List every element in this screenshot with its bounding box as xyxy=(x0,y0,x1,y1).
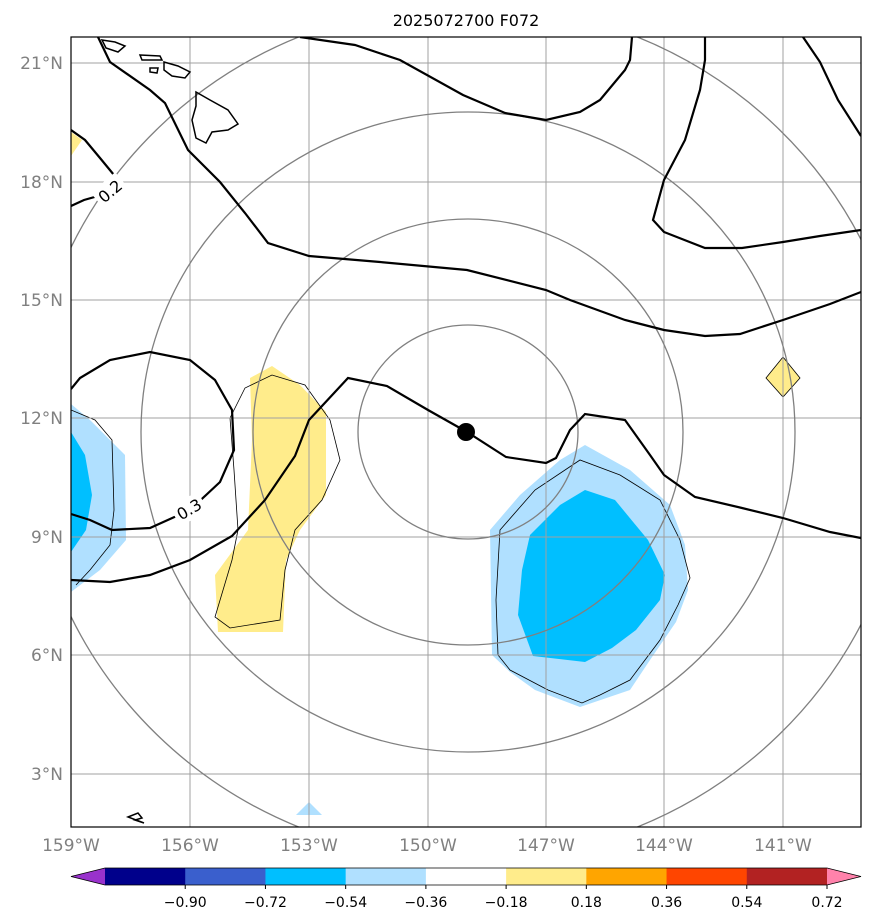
lon-label: 153°W xyxy=(280,836,338,856)
ring-2 xyxy=(252,218,684,646)
fill-blue-west xyxy=(71,432,92,552)
latitude-labels: 21°N 18°N 15°N 12°N 9°N 6°N 3°N xyxy=(20,54,63,785)
longitude-labels: 159°W 156°W 153°W 150°W 147°W 144°W 141°… xyxy=(42,836,812,856)
colorbar-tick-label: 0.36 xyxy=(651,895,682,911)
colorbar-tick-label: −0.90 xyxy=(164,895,207,911)
colorbar-tick-label: 0.72 xyxy=(811,895,842,911)
lat-label: 18°N xyxy=(20,173,63,193)
colorbar-tick-label: −0.72 xyxy=(244,895,287,911)
anomaly-outlines xyxy=(71,356,801,704)
island-oahu xyxy=(100,39,127,53)
colorbar-segment xyxy=(666,868,748,885)
ring-3 xyxy=(140,111,796,753)
lat-label: 12°N xyxy=(20,409,63,429)
graticule xyxy=(71,37,861,827)
contour-top xyxy=(299,37,634,122)
colorbar-segment xyxy=(105,868,186,885)
lat-label: 15°N xyxy=(20,291,63,311)
map-title: 2025072700 F072 xyxy=(393,11,540,30)
outline-blue-east xyxy=(495,459,691,704)
contour-central xyxy=(71,376,861,584)
island-maui xyxy=(163,61,192,79)
colorbar-outline xyxy=(70,867,862,886)
ring-4 xyxy=(71,37,861,827)
ring-1 xyxy=(357,324,579,540)
colorbar-segment xyxy=(345,868,427,885)
colorbar-segment xyxy=(746,868,828,885)
fill-blue-east xyxy=(518,490,665,662)
contour-lines xyxy=(71,37,861,584)
colorbar-segment xyxy=(425,868,507,885)
contour-northeast xyxy=(651,37,861,250)
lon-label: 150°W xyxy=(399,836,457,856)
island-small-south xyxy=(125,812,145,824)
lat-label: 21°N xyxy=(20,54,63,74)
colorbar-extend-low xyxy=(71,868,105,885)
anomaly-fills xyxy=(71,132,800,815)
lat-label: 6°N xyxy=(31,646,63,666)
fill-yellow-northwest xyxy=(71,132,82,156)
map-area: 0.2 0.3 xyxy=(71,37,861,827)
lon-label: 156°W xyxy=(161,836,219,856)
colorbar: −0.90 −0.72 −0.54 −0.36 −0.18 0.18 0.36 0.54 0.7… xyxy=(70,867,862,911)
fill-yellow-west xyxy=(215,366,326,632)
outline-yellow-west xyxy=(214,374,341,629)
map-border xyxy=(70,36,862,828)
lon-label: 159°W xyxy=(42,836,100,856)
lat-label: 3°N xyxy=(31,765,63,785)
contour-northern-1 xyxy=(97,37,861,338)
island-lanai xyxy=(149,67,159,74)
colorbar-segment xyxy=(265,868,347,885)
coastlines xyxy=(100,39,240,824)
lon-label: 141°W xyxy=(754,836,812,856)
colorbar-tick-label: −0.36 xyxy=(404,895,447,911)
colorbar-segment xyxy=(586,868,668,885)
contour-northern-3 xyxy=(71,129,115,176)
contour-northeast-2 xyxy=(802,37,861,137)
contour-low-west xyxy=(71,350,236,532)
colorbar-extend-high xyxy=(827,868,861,885)
colorbar-segment xyxy=(185,868,266,885)
colorbar-segment xyxy=(506,868,587,885)
island-hawaii xyxy=(191,90,240,144)
lon-label: 147°W xyxy=(517,836,575,856)
range-rings xyxy=(71,37,861,827)
island-molokai xyxy=(138,54,164,61)
colorbar-tick-label: 0.54 xyxy=(731,895,762,911)
colorbar-tick-label: −0.54 xyxy=(324,895,367,911)
lon-label: 144°W xyxy=(635,836,693,856)
colorbar-tick-label: 0.18 xyxy=(571,895,602,911)
outline-blue-west xyxy=(71,409,115,586)
colorbar-tick-label: −0.18 xyxy=(485,895,528,911)
storm-center-marker xyxy=(457,423,475,441)
lat-label: 9°N xyxy=(31,528,63,548)
